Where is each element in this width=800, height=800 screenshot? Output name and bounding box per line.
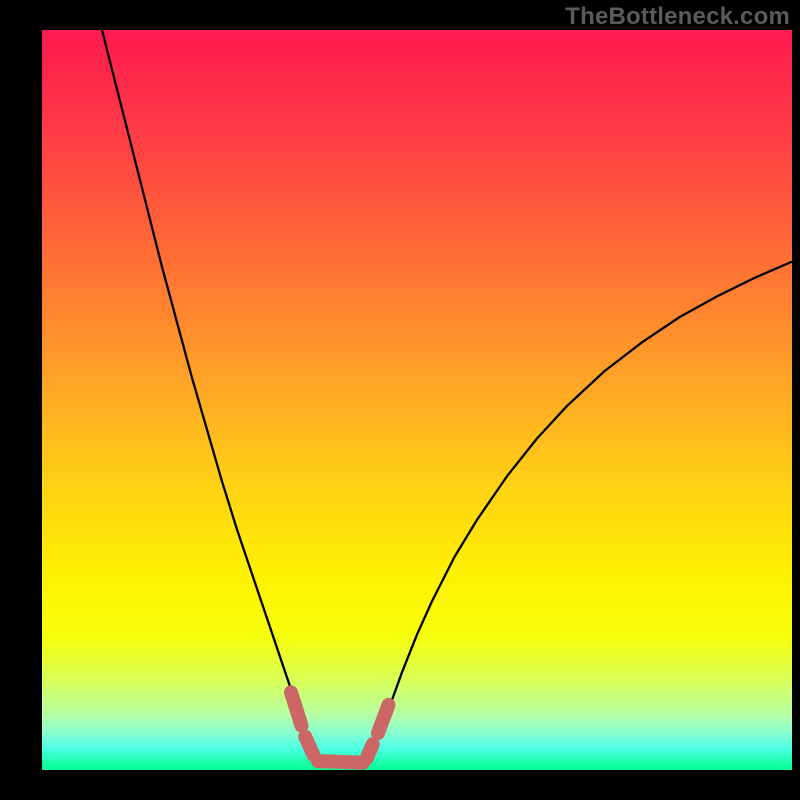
watermark-text: TheBottleneck.com (565, 3, 790, 31)
chart-canvas: TheBottleneck.com (0, 0, 800, 800)
gradient-background (42, 30, 792, 770)
marker-segment (378, 705, 389, 733)
plot-area (42, 30, 792, 770)
marker-segment (367, 744, 373, 758)
plot-svg (42, 30, 792, 770)
marker-segment (305, 737, 313, 756)
marker-segment (318, 761, 363, 762)
